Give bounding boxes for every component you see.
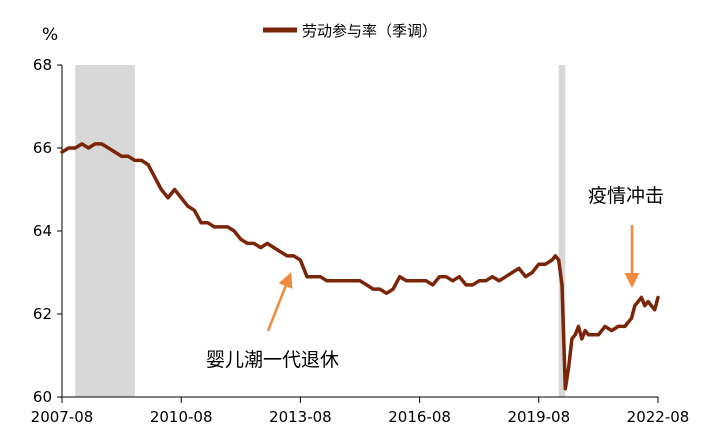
x-tick-label: 2019-08 bbox=[507, 408, 570, 426]
annotation-pandemic: 疫情冲击 bbox=[588, 185, 664, 207]
shaded-period-1 bbox=[558, 65, 566, 397]
y-tick-label: 64 bbox=[33, 222, 52, 240]
series-line-0 bbox=[60, 142, 660, 391]
legend: 劳动参与率（季调） bbox=[263, 22, 437, 40]
annotations: 婴儿潮一代退休 疫情冲击 bbox=[206, 185, 664, 371]
y-axis-unit-label: % bbox=[42, 25, 58, 45]
x-tick-label: 2016-08 bbox=[388, 408, 451, 426]
y-tick-label: 62 bbox=[33, 305, 52, 323]
y-tick-label: 60 bbox=[33, 388, 52, 406]
x-tick-label: 2010-08 bbox=[150, 408, 213, 426]
x-tick-label: 2013-08 bbox=[269, 408, 332, 426]
x-tick-label: 2022-08 bbox=[627, 408, 690, 426]
annotation-arrow-retirement bbox=[266, 272, 293, 332]
y-tick-label: 66 bbox=[33, 139, 52, 157]
series-layer bbox=[60, 142, 660, 391]
shaded-period-0 bbox=[75, 65, 135, 397]
annotation-retirement: 婴儿潮一代退休 bbox=[206, 349, 339, 371]
y-tick-label: 68 bbox=[33, 56, 52, 74]
axes: 60 62 64 66 68 2007-08 2010-08 2013-08 2016-08 20… bbox=[31, 56, 690, 426]
x-tick-label: 2007-08 bbox=[31, 408, 94, 426]
recession-shading bbox=[75, 65, 566, 397]
legend-label: 劳动参与率（季调） bbox=[302, 22, 437, 40]
